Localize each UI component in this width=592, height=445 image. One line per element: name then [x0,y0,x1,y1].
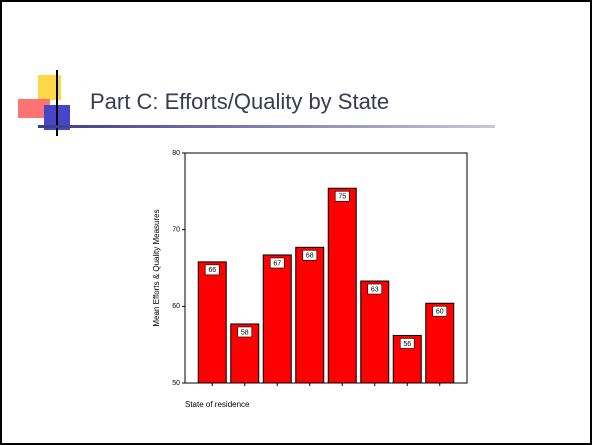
value-label: 56 [403,341,411,348]
bar [360,280,390,384]
y-tick-label: 50 [172,380,180,387]
value-label-box [334,190,350,202]
y-tick-label: 70 [172,227,180,234]
y-tick-label: 60 [172,303,180,310]
value-label: 58 [241,329,249,336]
deco-red [18,99,50,118]
value-label-box [432,305,448,317]
deco-yellow [38,75,61,100]
x-axis-label: State of residence [185,400,250,409]
value-label-box [204,264,220,276]
value-label-box [237,326,253,338]
bar [262,254,292,384]
value-label: 66 [208,267,216,274]
plot-frame [184,152,468,384]
value-label: 68 [306,253,314,260]
title-rule [38,125,495,128]
value-label: 60 [436,309,444,316]
value-label-box [269,257,285,269]
y-axis-label: Mean Efforts & Quality Measures [152,209,161,326]
bar [197,261,227,384]
slide-title: Part C: Efforts/Quality by State [90,89,389,114]
value-label-box [399,338,415,349]
value-label-box [367,283,383,295]
value-label: 67 [273,260,281,267]
value-label-box [302,250,318,261]
y-tick-label: 80 [172,150,180,157]
bar [327,187,357,384]
value-label: 75 [338,194,346,201]
bar [295,246,325,384]
value-label: 63 [371,286,379,293]
